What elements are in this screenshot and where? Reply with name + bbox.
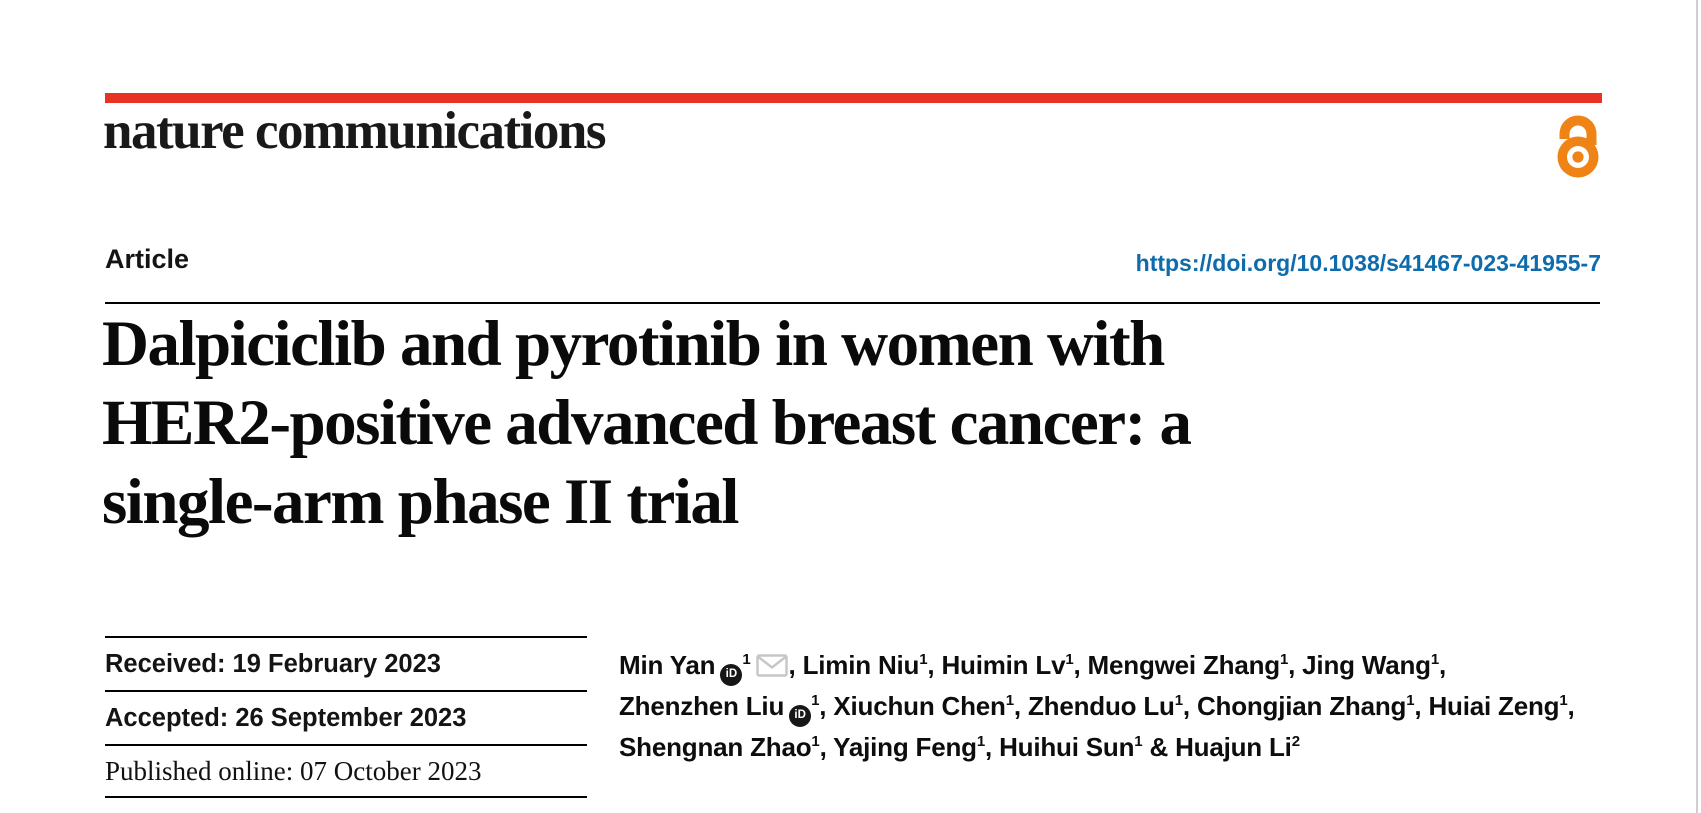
author-name: Mengwei Zhang <box>1087 650 1281 680</box>
author-separator: , <box>1182 691 1197 721</box>
title-line-1: Dalpiciclib and pyrotinib in women with <box>102 308 1165 380</box>
title-line-3: single-arm phase II trial <box>102 466 739 538</box>
brand-bar <box>105 93 1602 103</box>
email-icon[interactable] <box>755 650 788 687</box>
author-name: Chongjian Zhang <box>1196 691 1407 721</box>
affiliation-superscript: 1 <box>1406 692 1415 709</box>
author-name: Jing Wang <box>1302 650 1431 680</box>
affiliation-superscript: 1 <box>976 733 986 750</box>
journal-logo: nature communications <box>103 102 606 160</box>
article-title: Dalpiciclib and pyrotinib in women with … <box>102 305 1522 542</box>
affiliation-superscript: 1 <box>811 733 820 750</box>
date-received-text: Received: 19 February 2023 <box>105 649 441 678</box>
orcid-icon[interactable]: iD <box>720 663 743 686</box>
author-separator: , <box>819 691 834 721</box>
author-list: Min Yan iD1, Limin Niu1, Huimin Lv1, Meng… <box>619 647 1619 770</box>
affiliation-superscript: 1 <box>1279 651 1289 668</box>
affiliation-superscript: 1 <box>811 692 820 709</box>
orcid-icon[interactable]: iD <box>789 704 812 727</box>
author-name: Min Yan <box>619 650 716 680</box>
affiliation-superscript: 1 <box>1065 651 1074 668</box>
author-separator: , <box>1288 650 1303 680</box>
author-line: Min Yan iD1, Limin Niu1, Huimin Lv1, Meng… <box>619 647 1619 688</box>
author-separator: , <box>788 650 803 680</box>
author-name: Zhenduo Lu <box>1027 691 1175 721</box>
article-type-label: Article <box>105 244 190 274</box>
title-line-2: HER2-positive advanced breast cancer: a <box>102 387 1192 459</box>
author-separator: , <box>985 732 1000 762</box>
author-separator: , <box>1439 650 1447 680</box>
affiliation-superscript: 1 <box>1559 692 1568 709</box>
author-name: Xiuchun Chen <box>833 691 1006 721</box>
author-separator: , <box>819 732 834 762</box>
date-row-published: Published online: 07 October 2023 <box>105 744 587 798</box>
author-name: Limin Niu <box>802 650 920 680</box>
affiliation-superscript: 1 <box>1134 733 1143 750</box>
affiliation-superscript: 1 <box>1430 651 1439 668</box>
affiliation-superscript: 1 <box>742 651 751 668</box>
affiliation-superscript: 1 <box>919 651 928 668</box>
author-name: Zhenzhen Liu <box>619 691 785 721</box>
author-name: Huihui Sun <box>999 732 1135 762</box>
author-name: Shengnan Zhao <box>619 732 812 762</box>
author-name: Huimin Lv <box>941 650 1066 680</box>
date-accepted-text: Accepted: 26 September 2023 <box>105 703 467 732</box>
dates-panel: Received: 19 February 2023 Accepted: 26 … <box>105 636 587 798</box>
date-published-text: Published online: 07 October 2023 <box>105 755 482 786</box>
open-access-icon <box>1555 112 1601 178</box>
author-separator: , <box>1567 691 1575 721</box>
author-name: Yajing Feng <box>833 732 977 762</box>
author-separator: , <box>927 650 942 680</box>
author-line: Shengnan Zhao1, Yajing Feng1, Huihui Sun… <box>619 729 1619 770</box>
author-separator: , <box>1073 650 1088 680</box>
author-separator: , <box>1013 691 1028 721</box>
author-separator: & <box>1142 732 1176 762</box>
author-separator: , <box>1414 691 1429 721</box>
page-edge <box>1696 0 1698 813</box>
author-name: Huajun Li <box>1175 732 1292 762</box>
date-row-accepted: Accepted: 26 September 2023 <box>105 690 587 744</box>
author-name: Huiai Zeng <box>1428 691 1560 721</box>
date-row-received: Received: 19 February 2023 <box>105 636 587 690</box>
affiliation-superscript: 2 <box>1291 733 1300 750</box>
affiliation-superscript: 1 <box>1005 692 1014 709</box>
header-divider <box>105 302 1600 304</box>
doi-link[interactable]: https://doi.org/10.1038/s41467-023-41955… <box>1135 250 1601 276</box>
author-line: Zhenzhen Liu iD1, Xiuchun Chen1, Zhenduo … <box>619 688 1619 729</box>
affiliation-superscript: 1 <box>1174 692 1183 709</box>
